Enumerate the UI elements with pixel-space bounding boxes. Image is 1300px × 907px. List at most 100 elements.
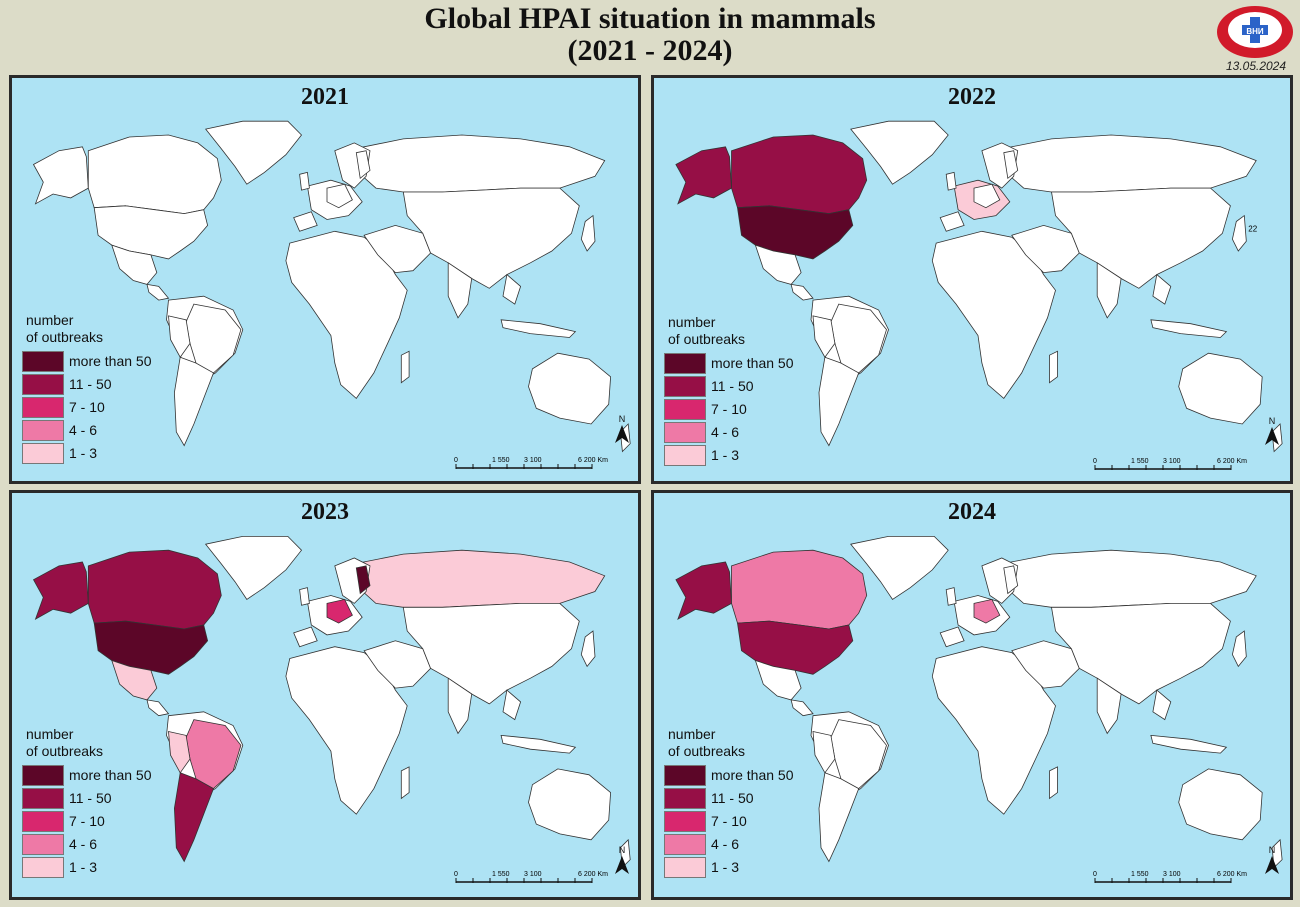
legend-item: 1 - 3 — [22, 442, 152, 464]
legend-label: 7 - 10 — [711, 401, 747, 417]
region-uk — [945, 171, 957, 191]
legend-swatch — [664, 444, 706, 466]
institute-logo: ВНИ — [1217, 6, 1293, 58]
legend-swatch — [22, 764, 64, 786]
region-australia — [528, 768, 612, 841]
region-se-asia — [1152, 689, 1172, 721]
logo-text: ВНИ — [1246, 27, 1264, 36]
scale-tick-label: 1 550 — [1131, 871, 1149, 878]
region-alaska — [675, 561, 732, 620]
north-arrow-icon — [615, 856, 629, 874]
world-map-2023 — [12, 493, 638, 897]
scale-tick-label: 1 550 — [1131, 458, 1149, 465]
legend-title-line-2: of outbreaks — [668, 331, 746, 347]
legend-swatch — [664, 764, 706, 786]
legend-swatch — [22, 419, 64, 441]
scale-bar-graphic: 0 1 550 3 100 6 200 Km — [1093, 458, 1247, 470]
region-alaska — [675, 146, 732, 205]
scale-bar: 0 1 550 3 100 6 200 Km — [1091, 868, 1261, 892]
region-central-america — [790, 699, 814, 717]
region-se-asia — [502, 689, 522, 721]
legend-title-line-1: number — [668, 314, 716, 330]
region-canada — [731, 549, 868, 630]
legend-label: more than 50 — [69, 767, 152, 783]
region-india — [447, 677, 473, 735]
scale-tick-label: 3 100 — [1163, 871, 1181, 878]
legend-label: 11 - 50 — [69, 376, 112, 392]
north-label: N — [618, 845, 626, 855]
region-madagascar — [400, 350, 410, 384]
legend-item: more than 50 — [22, 350, 152, 372]
title-line-1: Global HPAI situation in mammals — [424, 2, 876, 35]
region-asia — [402, 187, 580, 289]
north-arrow-icon — [1265, 427, 1279, 445]
legend-title-line-1: number — [668, 726, 716, 742]
legend-label: more than 50 — [711, 355, 794, 371]
region-chile-argentina — [173, 772, 214, 863]
legend-swatch — [22, 856, 64, 878]
scale-tick-label: 1 550 — [492, 871, 510, 878]
region-iberia — [293, 211, 318, 232]
region-indonesia — [500, 734, 577, 754]
legend-label: 1 - 3 — [711, 859, 740, 875]
region-canada — [731, 134, 868, 215]
region-greenland — [204, 536, 303, 600]
legend-swatch — [664, 810, 706, 832]
legend-item: 4 - 6 — [22, 833, 152, 855]
legend-item: 7 - 10 — [664, 398, 794, 420]
legend-label: 7 - 10 — [69, 399, 105, 415]
region-greenland — [850, 536, 949, 600]
region-central-europe — [973, 598, 1001, 624]
legend-title-line-1: number — [26, 726, 74, 742]
region-australia — [1178, 352, 1263, 425]
region-uk — [299, 587, 310, 606]
region-australia — [1178, 768, 1263, 841]
legend-title-line-1: number — [26, 312, 74, 328]
region-asia — [1051, 187, 1231, 289]
region-middle-east — [1011, 640, 1080, 689]
legend-label: 4 - 6 — [69, 836, 98, 852]
legend: number of outbreaks more than 50 11 - 50 7 -… — [22, 726, 152, 879]
region-mexico — [754, 659, 802, 701]
legend-swatch — [664, 398, 706, 420]
scale-tick-label: 0 — [454, 457, 458, 464]
scale-tick-label: 0 — [454, 871, 458, 878]
region-nz — [1271, 423, 1283, 453]
region-finland — [1003, 565, 1019, 595]
region-finland — [355, 150, 371, 180]
legend-title-line-2: of outbreaks — [668, 743, 746, 759]
north-arrow-icon — [615, 425, 629, 443]
region-mexico — [111, 659, 158, 701]
region-alaska — [32, 561, 89, 620]
legend-label: 7 - 10 — [69, 813, 105, 829]
region-australia — [528, 352, 612, 425]
legend: number of outbreaks more than 50 11 - 50 7 -… — [664, 314, 794, 467]
region-greenland — [850, 120, 949, 185]
legend-swatch — [664, 856, 706, 878]
region-greenland — [204, 120, 303, 185]
legend-label: 11 - 50 — [711, 378, 754, 394]
legend-label: 4 - 6 — [711, 424, 740, 440]
region-uk — [299, 171, 310, 191]
region-chile-argentina — [818, 356, 860, 447]
region-middle-east — [363, 640, 432, 689]
region-india — [1096, 262, 1122, 319]
scale-tick-label: 6 200 Km — [578, 457, 608, 464]
legend-label: 1 - 3 — [69, 859, 98, 875]
scale-tick-label: 3 100 — [1163, 458, 1181, 465]
north-arrow: N — [1264, 416, 1280, 448]
north-label: N — [1268, 845, 1276, 855]
scale-tick-label: 6 200 Km — [578, 871, 608, 878]
region-se-asia — [502, 273, 522, 305]
region-uk — [945, 587, 957, 606]
north-label: N — [1268, 416, 1276, 426]
map-panel-2024: 2024 number of outbreaks more than 50 11 - … — [651, 490, 1293, 900]
region-central-europe — [973, 183, 1001, 209]
legend-swatch — [664, 375, 706, 397]
legend-swatch — [22, 350, 64, 372]
legend-label: 11 - 50 — [69, 790, 112, 806]
legend-item: 7 - 10 — [22, 396, 152, 418]
scale-tick-label: 3 100 — [524, 457, 542, 464]
legend-item: 1 - 3 — [22, 856, 152, 878]
region-india — [447, 262, 473, 319]
